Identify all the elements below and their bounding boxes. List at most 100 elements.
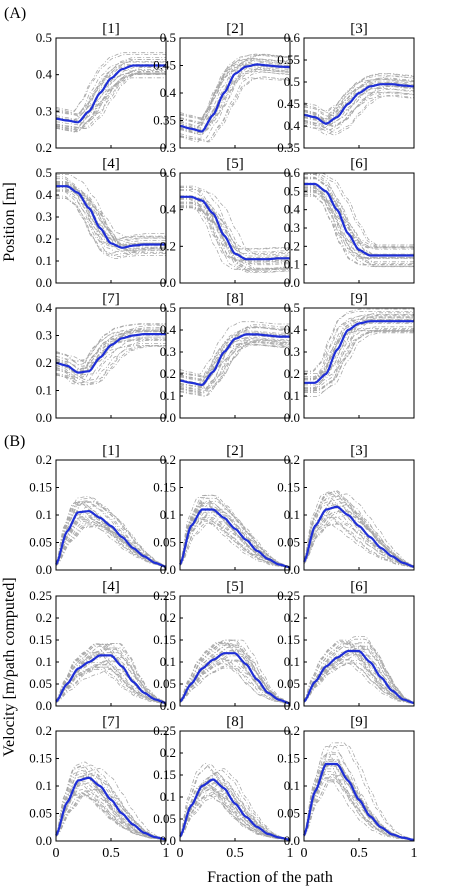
trial-curve [180,501,290,568]
trial-curve [56,176,166,241]
subplot-title: [1] [102,443,120,459]
trial-curve [304,173,414,248]
trial-curve [56,71,166,129]
trial-curve [180,77,290,143]
y-tick-label: 0.15 [29,480,52,495]
trial-curve [180,786,290,841]
mean-curve [303,649,415,704]
y-tick-label: 0.0 [284,698,300,713]
trial-curve [180,768,290,840]
trial-curve [56,343,166,384]
axes-frame [179,730,291,842]
y-tick-label: 0.0 [284,275,300,290]
subplot-title: [8] [226,714,244,730]
mean-curve [179,652,291,705]
trial-curve [56,654,166,704]
y-tick-label: 0.0 [36,410,52,425]
trial-curve [304,326,414,388]
trial-curve [56,657,166,704]
y-tick-label: 0.6 [160,165,177,180]
y-tick-label: 0.0 [36,698,52,713]
trial-curve [56,69,166,126]
y-tick-label: 0.1 [36,253,52,268]
trial-curve [180,517,290,568]
y-tick-label: 0.05 [277,806,300,821]
y-tick-label: 0.2 [160,610,176,625]
y-tick-label: 0.4 [36,67,53,82]
trial-curve [56,793,166,841]
subplot-title: [9] [350,714,368,730]
trial-curve [304,509,414,568]
subplot-15: [6] 0.25 0.2 0.15 0.1 0.05 0.0 [277,579,415,713]
y-axis-label-position: Position [m] [1,182,18,262]
trial-curve [304,330,414,390]
trial-curve [56,73,166,133]
subplot-title: [4] [102,156,120,172]
y-tick-label: 0.05 [29,676,52,691]
trial-curve [304,81,414,125]
trial-curve [180,782,290,841]
y-tick-label: 0.2 [284,238,300,253]
trial-curve [56,764,166,840]
y-tick-label: 0.2 [160,745,176,760]
x-tick-label: 1 [163,846,170,861]
trial-curve [304,315,414,381]
axes-frame [179,37,291,149]
trial-curve [304,95,414,136]
trial-curve [180,508,290,568]
trial-curve [304,641,414,703]
trial-curve [304,329,414,390]
trial-curve [304,752,414,841]
mean-curve [55,776,167,841]
y-tick-label: 0.1 [160,789,176,804]
trial-curve [180,665,290,705]
y-tick-label: 0.4 [36,300,53,315]
trial-curve [56,666,166,704]
y-tick-label: 0.15 [277,751,300,766]
y-tick-label: 0.45 [277,96,300,111]
mean-curve [55,509,167,568]
trial-curve [180,76,290,143]
trial-curve [304,73,414,112]
trial-curve [304,311,414,372]
subplot-title: [7] [102,291,120,307]
y-tick-label: 0.0 [160,275,176,290]
y-tick-label: 0.1 [160,388,176,403]
trial-curve [304,779,414,841]
y-tick-label: 0.0 [36,275,52,290]
trial-curve [304,504,414,567]
trial-curve [56,178,166,240]
y-tick-label: 0.25 [277,588,300,603]
y-tick-label: 0.1 [36,383,52,398]
y-tick-label: 0.6 [284,30,301,45]
y-tick-label: 0.3 [36,328,52,343]
mean-curve [179,778,291,841]
y-tick-label: 0.1 [160,507,176,522]
x-tick-label: 0 [53,846,60,861]
y-tick-label: 0.2 [36,452,52,467]
trial-curve [56,644,166,703]
trial-curve [180,780,290,841]
trial-curve [180,207,290,273]
trial-curve [180,64,290,129]
trial-curve [56,328,166,369]
trial-curve [180,189,290,255]
y-tick-label: 0.1 [160,654,176,669]
mean-curve [302,762,415,841]
trial-curve [180,62,290,132]
y-tick-label: 0.05 [277,676,300,691]
trial-curve [56,54,166,112]
trial-curve [180,53,290,120]
trial-curve [304,498,414,567]
subplot-title: [6] [350,156,368,172]
trial-curve [180,76,290,142]
y-tick-label: 0.2 [160,366,176,381]
subplot-title: [3] [350,21,368,37]
y-tick-label: 0.2 [160,452,176,467]
trial-curve [304,523,414,568]
trial-curve [180,69,290,134]
trial-curve [304,649,414,704]
trial-curve [304,194,414,265]
trial-curve [304,642,414,703]
trial-curves [56,496,166,568]
